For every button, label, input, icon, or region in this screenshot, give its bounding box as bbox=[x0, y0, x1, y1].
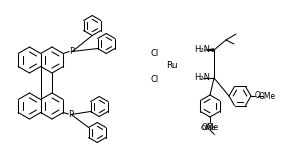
Text: Ru: Ru bbox=[166, 61, 178, 71]
Text: Cl: Cl bbox=[151, 50, 159, 58]
Text: P: P bbox=[69, 47, 74, 56]
Text: O: O bbox=[255, 92, 261, 100]
Text: H₂N: H₂N bbox=[194, 46, 210, 54]
Text: Cl: Cl bbox=[151, 75, 159, 85]
Text: OMe: OMe bbox=[259, 92, 276, 101]
Text: methoxy: methoxy bbox=[198, 133, 220, 137]
Polygon shape bbox=[203, 48, 214, 52]
Text: O: O bbox=[207, 122, 213, 132]
Text: H₂N: H₂N bbox=[194, 74, 210, 82]
Text: OMe: OMe bbox=[201, 122, 219, 132]
Text: P: P bbox=[68, 110, 73, 119]
Text: OMe: OMe bbox=[200, 125, 216, 131]
